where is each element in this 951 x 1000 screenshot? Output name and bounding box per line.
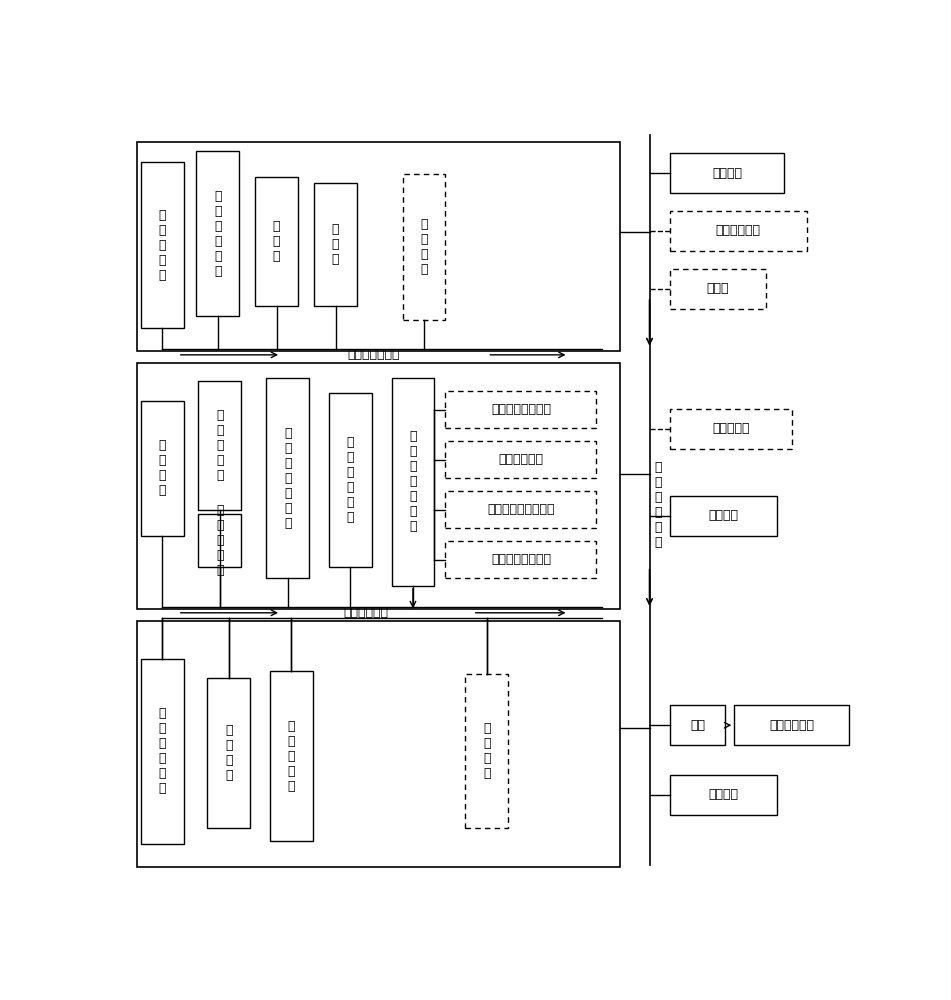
Text: 底
壳
群
装
配
线: 底 壳 群 装 配 线: [654, 461, 662, 549]
Bar: [207, 678, 250, 828]
Bar: [392, 378, 435, 586]
Bar: [196, 151, 239, 316]
Bar: [670, 705, 726, 745]
Text: 刻印: 刻印: [690, 719, 706, 732]
Text: 底壳注塑: 底壳注塑: [712, 167, 743, 180]
Text: 打
螺
钉: 打 螺 钉: [332, 223, 340, 266]
Bar: [670, 496, 777, 536]
Bar: [445, 491, 596, 528]
Bar: [314, 183, 357, 306]
Bar: [255, 177, 298, 306]
Bar: [141, 162, 184, 328]
Bar: [445, 391, 596, 428]
Bar: [266, 378, 309, 578]
Bar: [670, 211, 806, 251]
Bar: [137, 620, 620, 867]
Text: 枉
入
罩
壳
螺
母: 枉 入 罩 壳 螺 母: [159, 707, 166, 795]
Text: 枉入底壳螺母: 枉入底壳螺母: [716, 224, 761, 237]
Bar: [141, 659, 184, 844]
Text: 功
能
模
块
装
配
线: 功 能 模 块 装 配 线: [409, 430, 417, 533]
Text: 透
明
片
注
塑: 透 明 片 注 塑: [216, 409, 223, 482]
Text: 插
铜
柱: 插 铜 柱: [273, 220, 281, 263]
Text: 罩
壳
导
光
柱
注
塑: 罩 壳 导 光 柱 注 塑: [284, 427, 291, 530]
Text: 装挂钩: 装挂钩: [707, 282, 729, 295]
Text: 枉
入
端
钉
螺
母: 枉 入 端 钉 螺 母: [214, 190, 222, 278]
Text: 装密封圈: 装密封圈: [708, 509, 739, 522]
Text: 端
钉
盆
注
塑: 端 钉 盆 注 塑: [159, 209, 166, 282]
Bar: [445, 541, 596, 578]
Bar: [734, 705, 848, 745]
Bar: [465, 674, 508, 828]
Text: 罩
壳
注
塑: 罩 壳 注 塑: [159, 439, 166, 497]
Text: 功能模块底壳注塑: 功能模块底壳注塑: [491, 553, 551, 566]
Bar: [137, 142, 620, 351]
Bar: [141, 401, 184, 536]
Text: 透
明
摇
门
注
塑: 透 明 摇 门 注 塑: [346, 436, 354, 524]
Bar: [270, 671, 313, 841]
Bar: [670, 774, 777, 815]
Bar: [402, 174, 445, 320]
Bar: [199, 514, 242, 567]
Text: 装
密
封
圈: 装 密 封 圈: [420, 218, 428, 276]
Text: 按
钮
注
塑: 按 钮 注 塑: [225, 724, 232, 782]
Text: 打包入库: 打包入库: [708, 788, 739, 801]
Bar: [670, 269, 766, 309]
Text: 隔离片注塑: 隔离片注塑: [712, 422, 749, 435]
Text: 电
池
盖
注
塑: 电 池 盖 注 塑: [287, 720, 295, 793]
Text: 装
密
封
条: 装 密 封 条: [483, 722, 491, 780]
Text: 功能模块导光柱注塑: 功能模块导光柱注塑: [487, 503, 554, 516]
Text: 功能模块盖体注塑: 功能模块盖体注塑: [491, 403, 551, 416]
Bar: [199, 381, 242, 510]
Bar: [137, 363, 620, 609]
Text: 功能模块刻印: 功能模块刻印: [498, 453, 543, 466]
Bar: [670, 153, 785, 193]
Text: 超
声
波
焊
接: 超 声 波 焊 接: [216, 504, 223, 577]
Text: 罩壳群装配线: 罩壳群装配线: [343, 606, 388, 619]
Bar: [670, 409, 792, 449]
Text: 端钉盆群装配线: 端钉盆群装配线: [347, 348, 399, 361]
Bar: [445, 441, 596, 478]
Text: 端钉盆盖注塑: 端钉盆盖注塑: [769, 719, 814, 732]
Bar: [329, 393, 372, 567]
